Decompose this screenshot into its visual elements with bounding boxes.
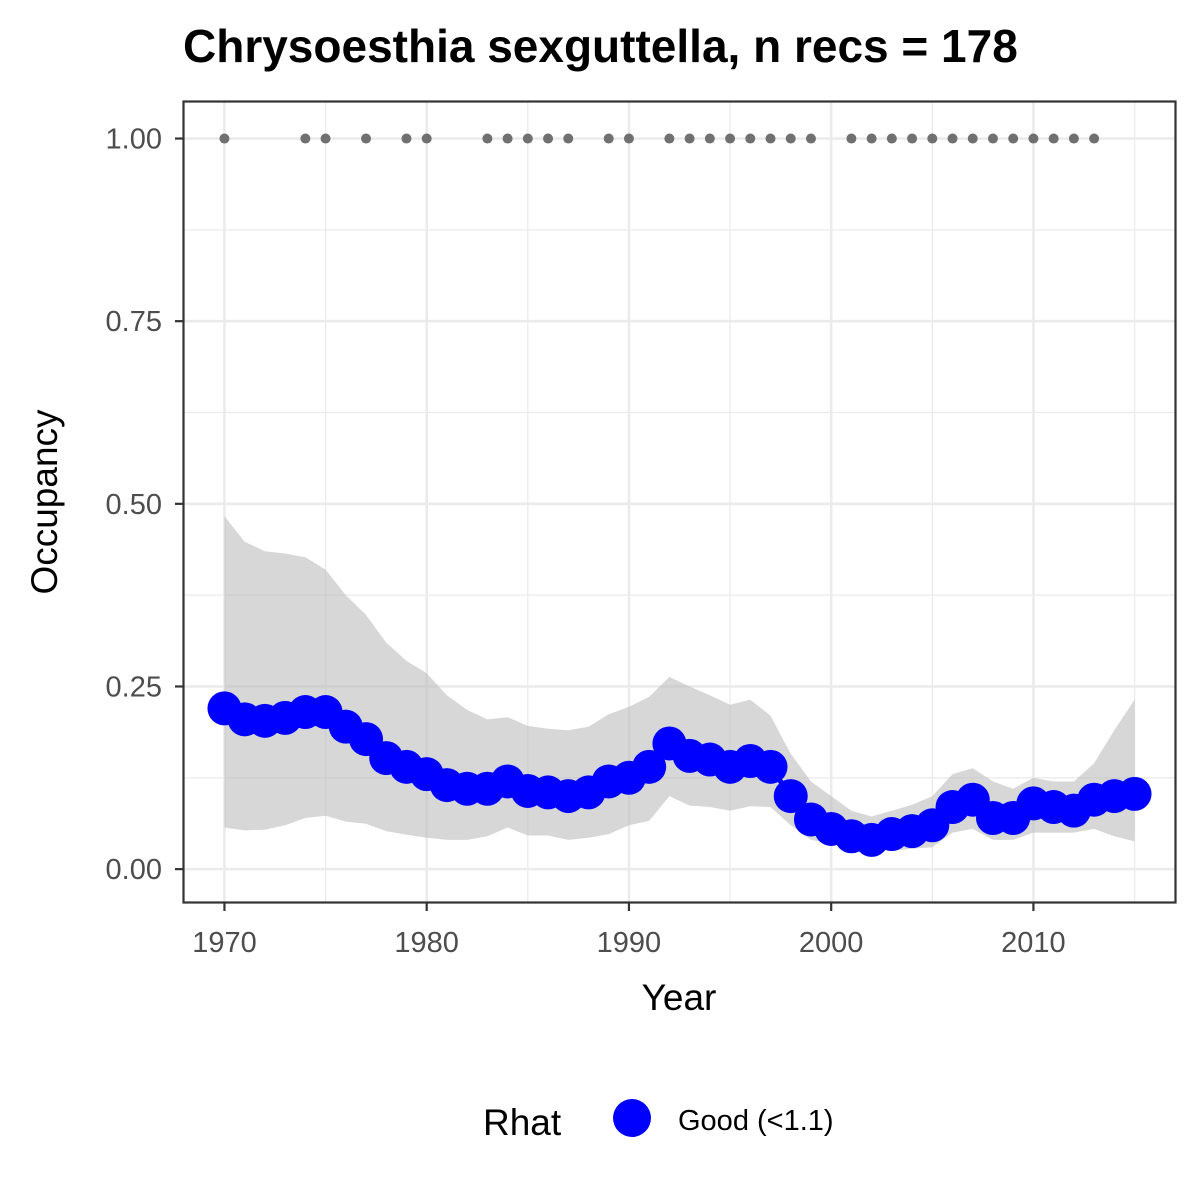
- record-dot: [846, 133, 857, 144]
- record-dot: [947, 133, 958, 144]
- legend-title: Rhat: [483, 1102, 562, 1143]
- record-dot: [927, 133, 938, 144]
- y-tick-label: 0.50: [106, 489, 162, 521]
- series-point: [1117, 776, 1152, 811]
- series-point: [753, 749, 788, 784]
- record-dot: [623, 133, 634, 144]
- record-dot: [664, 133, 675, 144]
- y-tick-label: 0.25: [106, 671, 162, 703]
- y-axis-title: Occupancy: [24, 409, 65, 595]
- record-dot: [1008, 133, 1019, 144]
- record-dot: [543, 133, 554, 144]
- y-tick-label: 0.75: [106, 306, 162, 338]
- record-year-dots: [219, 133, 1100, 144]
- y-tick-label: 0.00: [106, 854, 162, 886]
- record-dot: [502, 133, 513, 144]
- record-dot: [603, 133, 614, 144]
- record-dot: [907, 133, 918, 144]
- record-dot: [421, 133, 432, 144]
- x-tick-label: 2000: [799, 927, 864, 959]
- ribbon-area: [224, 516, 1135, 851]
- record-dot: [482, 133, 493, 144]
- series-point: [632, 749, 667, 784]
- record-dot: [320, 133, 331, 144]
- record-dot: [886, 133, 897, 144]
- record-dot: [361, 133, 372, 144]
- record-dot: [1048, 133, 1059, 144]
- record-dot: [401, 133, 412, 144]
- credible-interval-ribbon: [224, 516, 1135, 851]
- record-dot: [1068, 133, 1079, 144]
- legend-label-good: Good (<1.1): [678, 1105, 834, 1137]
- record-dot: [704, 133, 715, 144]
- record-dot: [725, 133, 736, 144]
- series-point: [773, 779, 808, 814]
- record-dot: [967, 133, 978, 144]
- record-dot: [987, 133, 998, 144]
- x-tick-label: 1990: [597, 927, 662, 959]
- record-dot: [785, 133, 796, 144]
- record-dot: [805, 133, 816, 144]
- x-tick-label: 2010: [1001, 927, 1066, 959]
- record-dot: [219, 133, 230, 144]
- y-axis: 0.00 0.25 0.50 0.75 1.00: [106, 124, 184, 886]
- y-tick-label: 1.00: [106, 124, 162, 156]
- record-dot: [866, 133, 877, 144]
- legend-key-good: [613, 1099, 651, 1137]
- record-dot: [522, 133, 533, 144]
- chart-title: Chrysoesthia sexguttella, n recs = 178: [183, 20, 1018, 72]
- x-tick-label: 1970: [192, 927, 257, 959]
- x-axis-title: Year: [642, 977, 717, 1018]
- x-axis: 1970 1980 1990 2000 2010: [192, 902, 1066, 959]
- record-dot: [563, 133, 574, 144]
- legend: Rhat Good (<1.1): [483, 1099, 834, 1143]
- record-dot: [765, 133, 776, 144]
- panel-border: [182, 100, 1177, 904]
- record-dot: [300, 133, 311, 144]
- record-dot: [745, 133, 756, 144]
- record-dot: [1089, 133, 1100, 144]
- x-tick-label: 1980: [394, 927, 459, 959]
- record-dot: [1028, 133, 1039, 144]
- occupancy-series: [207, 691, 1152, 857]
- record-dot: [684, 133, 695, 144]
